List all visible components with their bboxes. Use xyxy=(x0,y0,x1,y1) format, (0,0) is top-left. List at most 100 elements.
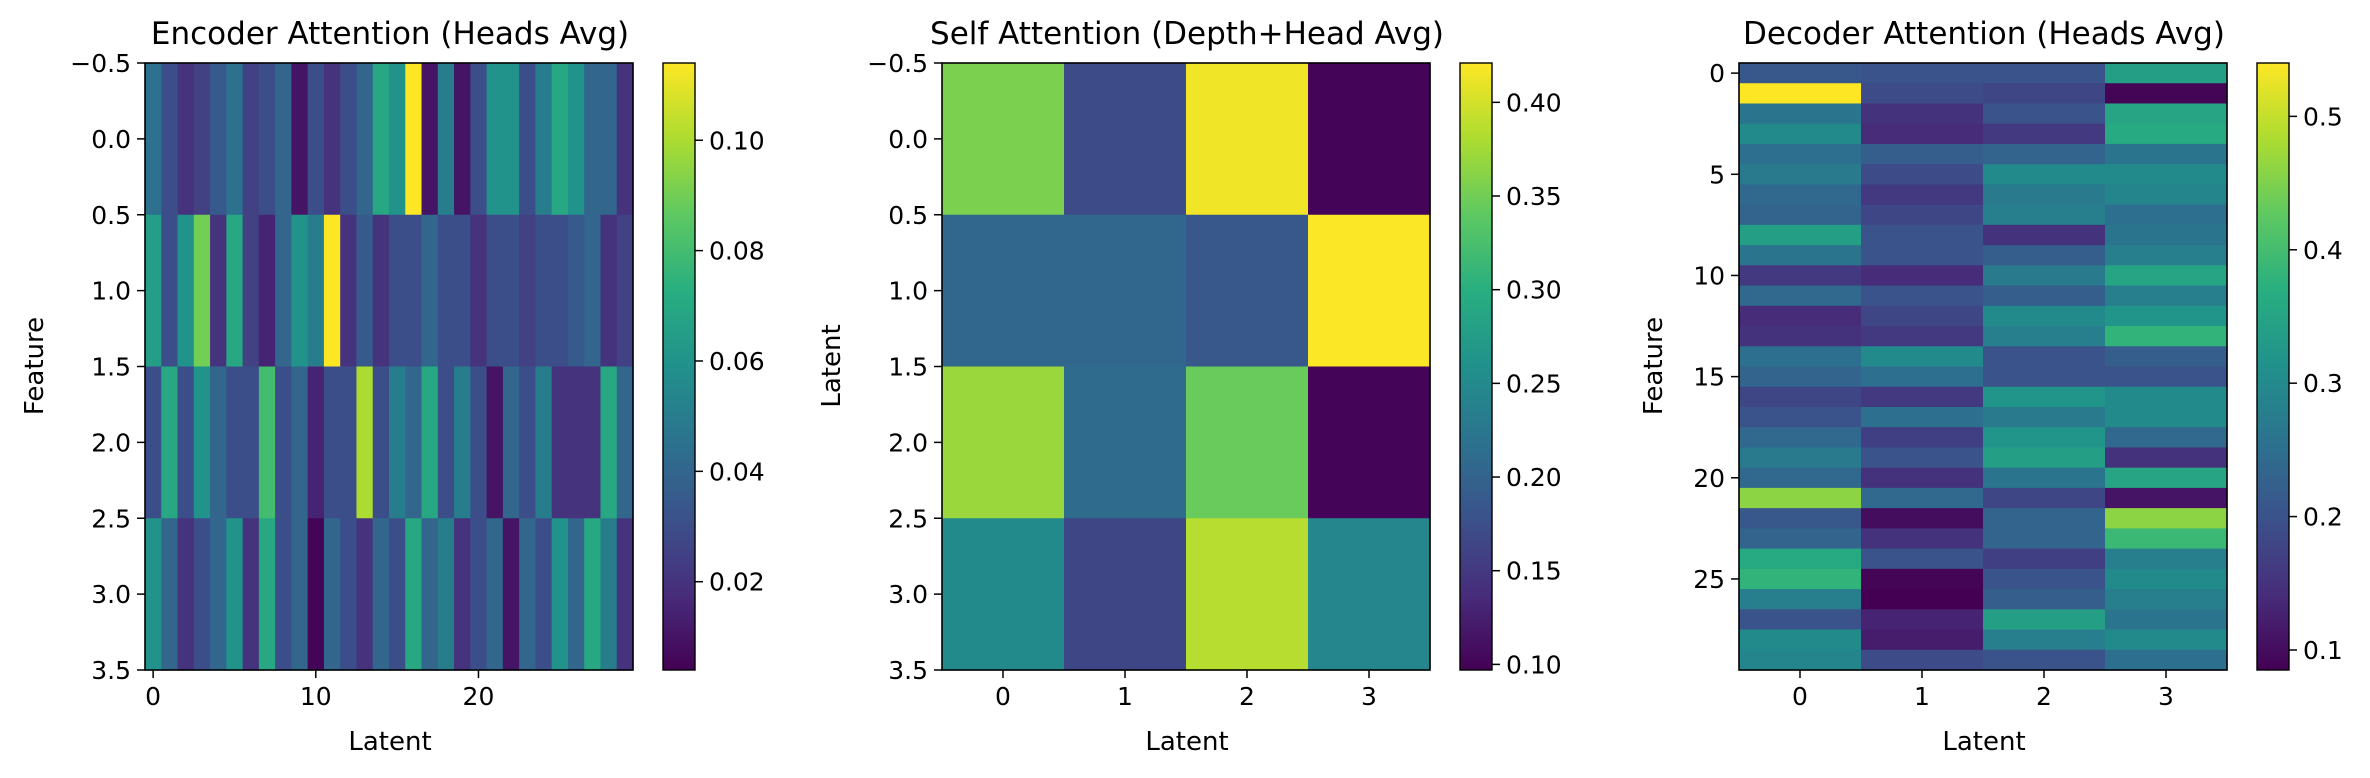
heatmap-cell xyxy=(1861,265,1984,287)
heatmap-cell xyxy=(942,366,1065,519)
heatmap-cell xyxy=(193,366,211,519)
heatmap-cell xyxy=(1983,548,2106,570)
heatmap-cell xyxy=(1739,164,1862,185)
heatmap-cell xyxy=(1861,487,1984,509)
y-tick-label: 1.0 xyxy=(888,277,928,306)
heatmap-cell xyxy=(454,214,471,368)
heatmap-cell xyxy=(502,214,520,368)
colorbar-tick-label: 0.3 xyxy=(2303,369,2343,398)
heatmap-cell xyxy=(210,214,227,368)
heatmap-cell xyxy=(1739,265,1862,287)
heatmap-cell xyxy=(275,214,292,368)
heatmap-cell xyxy=(2105,406,2228,428)
heatmap-cell xyxy=(291,366,309,519)
heatmap-cell xyxy=(1983,609,2106,631)
colorbar-tick-label: 0.5 xyxy=(2303,102,2343,131)
x-tick-label: 3 xyxy=(2158,682,2174,711)
heatmap-cell xyxy=(226,63,244,216)
heatmap-cell xyxy=(291,214,309,368)
heatmap-cell xyxy=(389,366,406,519)
heatmap-cell xyxy=(1739,629,1862,651)
heatmap-cell xyxy=(356,518,374,671)
heatmap-cells xyxy=(942,63,1431,671)
heatmap-cell xyxy=(258,366,276,519)
y-tick-label: 3.5 xyxy=(888,656,928,685)
heatmap-cell xyxy=(1739,305,1862,327)
heatmap-cell xyxy=(1064,518,1187,671)
heatmap-cell xyxy=(1861,589,1984,610)
heatmap-cell xyxy=(307,518,325,671)
heatmap-cell xyxy=(1064,366,1187,519)
x-tick-label: 2 xyxy=(1239,682,1255,711)
colorbar-tick-label: 0.30 xyxy=(1506,276,1562,305)
heatmap-cell xyxy=(177,63,195,216)
heatmap-cell xyxy=(1739,568,1862,590)
y-tick-label: −0.5 xyxy=(867,49,928,78)
heatmap-cell xyxy=(535,366,553,519)
panel-self-attention: Self Attention (Depth+Head Avg) 0 1 2 3 −0.… xyxy=(817,16,1562,757)
y-tick-label: 0 xyxy=(1709,59,1725,88)
heatmap-cell xyxy=(405,63,423,216)
heatmap-cell xyxy=(1861,103,1984,125)
x-tick-label: 1 xyxy=(1117,682,1133,711)
heatmap-cell xyxy=(437,63,455,216)
heatmap-cell xyxy=(470,518,488,671)
heatmap-cell xyxy=(372,214,390,368)
heatmap-cell xyxy=(519,518,536,671)
y-tick-label: 1.5 xyxy=(91,353,131,382)
heatmap-cell xyxy=(2105,467,2228,489)
heatmap-cell xyxy=(1861,326,1984,347)
heatmap-cell xyxy=(567,63,585,216)
y-tick-label: 3.0 xyxy=(888,580,928,609)
y-axis-label: Feature xyxy=(1639,317,1669,415)
heatmap-cell xyxy=(1739,589,1862,610)
heatmap-cell xyxy=(1861,467,1984,489)
heatmap-cell xyxy=(616,63,634,216)
y-tick-label: −0.5 xyxy=(70,49,131,78)
heatmap-cell xyxy=(1983,629,2106,651)
heatmap-cell xyxy=(1983,326,2106,347)
x-tick-label: 0 xyxy=(1792,682,1808,711)
plot-frame xyxy=(1738,62,2228,671)
heatmap-cell xyxy=(2105,609,2228,631)
heatmap-cell xyxy=(210,518,227,671)
colorbar xyxy=(1459,62,1493,671)
heatmap-cell xyxy=(1739,103,1862,125)
heatmap-cell xyxy=(356,214,374,368)
heatmap-cell xyxy=(2105,508,2228,529)
y-tick-label: 5 xyxy=(1709,160,1725,189)
heatmap-cell xyxy=(1861,83,1984,105)
heatmap-cells xyxy=(1739,63,2228,671)
y-tick-label: 1.5 xyxy=(888,353,928,382)
y-axis-ticks: −0.5 0.0 0.5 1.0 1.5 2.0 2.5 3.0 3.5 xyxy=(867,49,942,685)
heatmap-cell xyxy=(1739,467,1862,489)
heatmap-cell xyxy=(1861,184,1984,206)
heatmap-cell xyxy=(1983,589,2106,610)
heatmap-cell xyxy=(1983,265,2106,287)
heatmap-cell xyxy=(405,214,423,368)
heatmap-cell xyxy=(307,63,325,216)
heatmap-cell xyxy=(1064,214,1187,368)
heatmap-cell xyxy=(1983,103,2106,125)
heatmap-cell xyxy=(584,518,602,671)
heatmap-cell xyxy=(193,63,211,216)
heatmap-cell xyxy=(2105,164,2228,185)
heatmap-cell xyxy=(340,366,358,519)
y-axis-ticks: −0.5 0.0 0.5 1.0 1.5 2.0 2.5 3.0 3.5 xyxy=(70,49,145,685)
heatmap-cell xyxy=(535,214,553,368)
heatmap-cell xyxy=(1983,346,2106,368)
heatmap-cell xyxy=(942,214,1065,368)
heatmap-cell xyxy=(2105,265,2228,287)
heatmap-cell xyxy=(437,366,455,519)
colorbar-tick-label: 0.4 xyxy=(2303,236,2343,265)
y-tick-label: 1.0 xyxy=(91,277,131,306)
heatmap-cell xyxy=(356,63,374,216)
heatmap-cell xyxy=(275,366,292,519)
heatmap-cell xyxy=(1861,63,1984,84)
heatmap-cell xyxy=(1861,609,1984,631)
heatmap-cell xyxy=(600,214,618,368)
heatmap-cell xyxy=(1739,63,1862,84)
heatmap-cell xyxy=(372,366,390,519)
y-axis-label: Latent xyxy=(817,324,847,407)
heatmap-cell xyxy=(291,63,309,216)
